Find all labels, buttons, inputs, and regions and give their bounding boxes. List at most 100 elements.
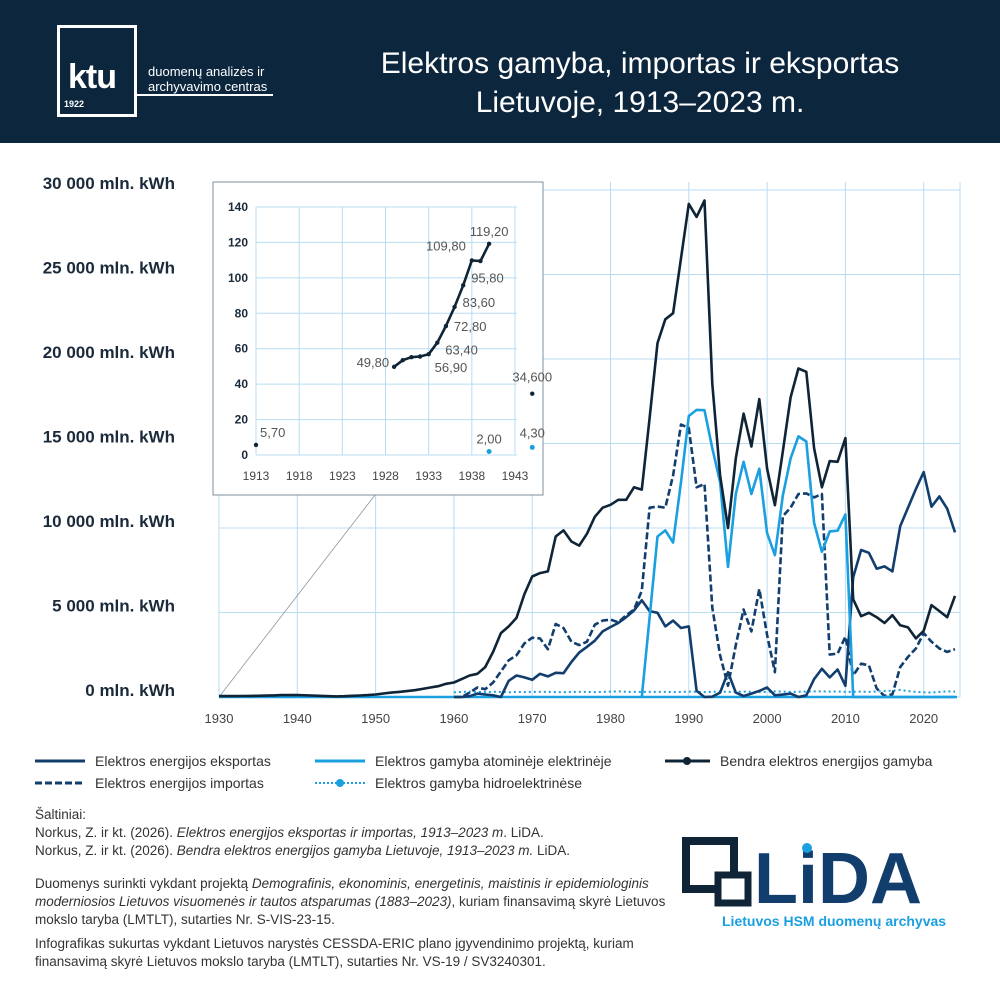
y-tick-label: 15 000 mln. kWh <box>43 428 175 447</box>
inset-data-label: 72,80 <box>454 319 487 334</box>
source-reference-1: Norkus, Z. ir kt. (2026). Elektros energ… <box>35 824 675 842</box>
x-tick-label: 1970 <box>518 711 547 726</box>
inset-y-tick-label: 0 <box>241 448 248 462</box>
series-import-line <box>453 423 956 699</box>
lida-logo-square-icon <box>682 837 738 893</box>
inset-x-tick-label: 1938 <box>458 469 485 483</box>
source-reference-2: Norkus, Z. ir kt. (2026). Bendra elektro… <box>35 842 675 860</box>
y-tick-label: 20 000 mln. kWh <box>43 343 175 362</box>
series-export-line <box>453 470 957 699</box>
inset-y-tick-label: 100 <box>228 271 248 285</box>
ktu-logo-underline <box>137 94 273 96</box>
inset-total-point <box>391 364 397 369</box>
inset-y-tick-label: 20 <box>235 413 249 427</box>
ref-title: Elektros energijos eksportas ir importas… <box>176 825 504 840</box>
legend-label: Elektros energijos importas <box>95 775 264 791</box>
inset-data-label: 119,20 <box>470 224 509 239</box>
inset-box <box>212 181 544 496</box>
inset-total-point <box>530 391 535 396</box>
inset-data-label: 49,80 <box>357 355 390 370</box>
ktu-logo-word: ktu <box>68 58 117 96</box>
inset-hydro-point <box>529 444 535 450</box>
y-tick-label: 0 mln. kWh <box>85 681 175 700</box>
inset-total-point <box>435 340 440 345</box>
ktu-logo-line2: archyvavimo centras <box>148 79 268 94</box>
series-hydro-line <box>453 688 956 694</box>
x-tick-label: 2020 <box>909 711 938 726</box>
inset-x-tick-label: 1928 <box>372 469 399 483</box>
lida-logo: LiDA <box>682 837 922 915</box>
legend-label: Bendra elektros energijos gamyba <box>720 753 933 769</box>
inset-total-point <box>478 258 483 264</box>
legend-total: Bendra elektros energijos gamyba <box>665 753 932 769</box>
legend-swatch-dashed-navy <box>35 781 85 785</box>
inset-chart: 0 20 40 60 80 100 120 140 1913 1918 1923 1928 1933 19… <box>228 200 552 483</box>
y-tick-label: 10 000 mln. kWh <box>43 512 175 531</box>
legend-swatch-dotted-blue <box>315 779 365 787</box>
ktu-logo-frame <box>57 25 137 117</box>
legend-swatch-solid-blue <box>315 759 365 763</box>
inset-data-label: 83,60 <box>463 295 496 310</box>
inset-data-label: 34,600 <box>512 370 552 385</box>
x-tick-label: 1990 <box>674 711 703 726</box>
inset-y-tick-label: 140 <box>228 200 248 214</box>
series-nuclear-line <box>640 408 955 699</box>
main-y-axis: 0 mln. kWh 5 000 mln. kWh 10 000 mln. kWh 1… <box>43 174 175 700</box>
legend-swatch-solid-navy <box>35 759 85 763</box>
y-tick-label: 5 000 mln. kWh <box>52 597 175 616</box>
x-tick-label: 1950 <box>361 711 390 726</box>
inset-total-point <box>417 354 423 359</box>
inset-data-label: 2,00 <box>476 431 501 446</box>
inset-total-point <box>400 358 405 363</box>
inset-y-tick-label: 80 <box>235 306 249 320</box>
inset-total-point <box>486 241 492 247</box>
inset-y-tick-label: 120 <box>228 235 248 249</box>
legend-export: Elektros energijos eksportas <box>35 753 271 769</box>
inset-total-point <box>409 355 414 360</box>
x-tick-label: 2010 <box>831 711 860 726</box>
ref-suffix: LiDA. <box>533 843 571 858</box>
legend-import: Elektros energijos importas <box>35 775 264 791</box>
x-tick-label: 1980 <box>596 711 625 726</box>
inset-hydro-point <box>486 448 492 454</box>
inset-x-tick-label: 1913 <box>243 469 270 483</box>
inset-x-tick-label: 1923 <box>329 469 356 483</box>
page-title: Elektros gamyba, importas ir eksportas L… <box>300 44 980 122</box>
note-suffix: , kuriam finansavimą skyrė Lietuvos moks… <box>35 894 666 927</box>
lida-logo-dot <box>802 843 812 853</box>
title-line-1: Elektros gamyba, importas ir eksportas <box>380 47 900 80</box>
main-series <box>219 199 957 699</box>
legend-label: Elektros gamyba hidroelektrinėse <box>375 775 582 791</box>
inset-total-point <box>452 304 457 310</box>
series-total-generation-line <box>219 199 957 698</box>
lida-subtitle: Lietuvos HSM duomenų archyvas <box>722 913 947 929</box>
y-tick-label: 30 000 mln. kWh <box>43 174 175 193</box>
main-x-axis: 1930 1940 1950 1960 1970 1980 1990 2000 2010 2020 <box>205 711 939 726</box>
inset-data-label: 4,30 <box>520 425 545 440</box>
ktu-logo-line1: duomenų analizės ir <box>148 64 265 79</box>
x-tick-label: 2000 <box>753 711 782 726</box>
legend-swatch-marker-line <box>665 757 710 765</box>
x-tick-label: 1960 <box>439 711 468 726</box>
inset-total-point <box>469 258 475 263</box>
inset-x-tick-label: 1918 <box>286 469 313 483</box>
funding-note-2: Infografikas sukurtas vykdant Lietuvos n… <box>35 936 634 969</box>
title-line-2: Lietuvoje, 1913–2023 m. <box>475 86 805 119</box>
inset-total-point <box>253 442 259 448</box>
inset-total-point <box>443 323 449 329</box>
inset-total-point <box>426 352 431 357</box>
inset-data-label: 5,70 <box>260 425 285 440</box>
main-chart: 0 mln. kWh 5 000 mln. kWh 10 000 mln. kWh 1… <box>43 174 961 726</box>
lida-logo-inner-square-icon <box>714 871 752 907</box>
inset-data-label: 56,90 <box>435 360 468 375</box>
lida-logo-word: LiDA <box>754 839 922 915</box>
sources-block: Šaltiniai: Norkus, Z. ir kt. (2026). Ele… <box>35 806 675 971</box>
inset-y-tick-label: 60 <box>235 342 249 356</box>
legend-nuclear: Elektros gamyba atominėje elektrinėje <box>315 753 612 769</box>
inset-data-label: 109,80 <box>426 238 466 253</box>
y-tick-label: 25 000 mln. kWh <box>43 259 175 278</box>
ktu-logo-year: 1922 <box>64 99 85 109</box>
ref-authors: Norkus, Z. ir kt. (2026). <box>35 825 177 840</box>
inset-total-point <box>460 283 466 288</box>
x-tick-label: 1940 <box>283 711 312 726</box>
